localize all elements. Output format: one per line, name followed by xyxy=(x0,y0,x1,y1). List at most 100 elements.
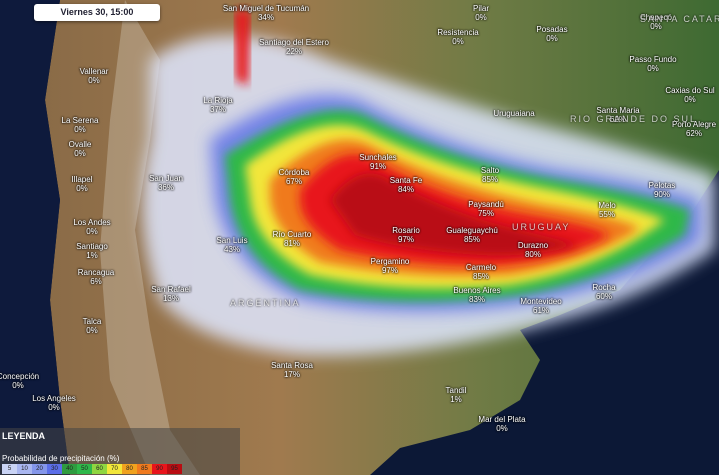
city-probability: 0% xyxy=(76,184,88,193)
city-name: Montevideo xyxy=(520,297,562,306)
city-name: San Rafael xyxy=(151,285,191,294)
legend-title: LEYENDA xyxy=(2,431,46,441)
city-probability: 0% xyxy=(12,381,24,390)
region-label: ARGENTINA xyxy=(230,298,301,308)
city-name: San Juan xyxy=(149,174,183,183)
city-label: Buenos Aires 83% xyxy=(453,286,500,304)
city-probability: 0% xyxy=(475,13,487,22)
city-label: Mar del Plata 0% xyxy=(478,415,525,433)
city-probability: 85% xyxy=(472,272,490,281)
city-name: Chapecó xyxy=(639,13,673,22)
city-name: Los Angeles xyxy=(32,394,76,403)
city-label: Santa Fe 84% xyxy=(390,176,422,194)
city-label: Santa Rosa 17% xyxy=(271,361,313,379)
legend-step: 5 xyxy=(2,464,17,474)
city-label: Santiago 1% xyxy=(76,242,108,260)
city-name: Melo xyxy=(598,201,616,210)
city-name: Passo Fundo xyxy=(629,55,677,64)
city-probability: 0% xyxy=(86,326,98,335)
city-name: La Rioja xyxy=(203,96,233,105)
city-name: Buenos Aires xyxy=(453,286,501,295)
city-probability: 62% xyxy=(685,129,702,138)
city-name: Gualeguaychú xyxy=(446,226,498,235)
city-probability: 85% xyxy=(481,175,499,184)
city-probability: 91% xyxy=(369,162,387,171)
city-name: Córdoba xyxy=(278,168,310,177)
city-label: Los Angeles 0% xyxy=(32,394,76,412)
city-probability: 43% xyxy=(223,245,241,254)
city-label: Durazno 80% xyxy=(518,241,548,259)
city-label: San Luis 43% xyxy=(216,236,247,254)
city-name: Durazno xyxy=(517,241,549,250)
city-name: Pelotas xyxy=(648,181,676,190)
city-label: Melo 55% xyxy=(598,201,615,219)
city-probability: 90% xyxy=(653,190,670,199)
datetime-badge[interactable]: Viernes 30, 15:00 xyxy=(34,4,160,21)
legend-step: 95 xyxy=(167,464,182,474)
city-label: Pilar 0% xyxy=(473,4,489,22)
city-probability: 0% xyxy=(650,22,662,31)
city-name: Salto xyxy=(480,166,500,175)
legend-step: 50 xyxy=(77,464,92,474)
city-probability: 0% xyxy=(684,95,696,104)
city-probability: 60% xyxy=(595,292,612,301)
city-probability: 0% xyxy=(647,64,659,73)
city-probability: 0% xyxy=(86,227,98,236)
city-probability: 34% xyxy=(257,13,274,22)
city-name: La Serena xyxy=(61,116,99,125)
legend: LEYENDA Probabilidad de precipitación (%… xyxy=(0,428,240,475)
city-name: Carmelo xyxy=(465,263,497,272)
city-name: Santa Fe xyxy=(389,176,423,185)
region-label: SANTA CATARINA xyxy=(640,14,719,24)
city-probability: 61% xyxy=(532,306,550,315)
city-label: Resistencia 0% xyxy=(437,28,478,46)
city-probability: 36% xyxy=(157,183,174,192)
city-probability: 0% xyxy=(74,125,86,134)
city-name: Los Andes xyxy=(73,218,111,227)
city-probability: 17% xyxy=(283,370,300,379)
city-label: Córdoba 67% xyxy=(279,168,310,186)
city-label: Concepción 0% xyxy=(0,372,39,390)
city-label: Gualeguaychú 85% xyxy=(446,226,498,244)
city-label: Pelotas 90% xyxy=(649,181,676,199)
city-label: Ovalle 0% xyxy=(69,140,92,158)
city-name: Santiago del Estero xyxy=(259,38,329,47)
city-name: Rancagua xyxy=(77,268,115,277)
legend-step: 20 xyxy=(32,464,47,474)
city-label: Santiago del Estero 22% xyxy=(259,38,329,56)
city-name: Ovalle xyxy=(68,140,92,149)
city-label: La Serena 0% xyxy=(62,116,99,134)
city-probability: 85% xyxy=(463,235,480,244)
city-probability: 75% xyxy=(477,209,494,218)
city-label: Pergamino 97% xyxy=(371,257,410,275)
city-label: Passo Fundo 0% xyxy=(629,55,676,73)
pacific xyxy=(0,0,70,475)
legend-step: 85 xyxy=(137,464,152,474)
city-name: Santiago xyxy=(76,242,108,251)
city-probability: 0% xyxy=(546,34,558,43)
city-label: Sunchales 91% xyxy=(359,153,396,171)
city-name: Talca xyxy=(82,317,102,326)
legend-step: 30 xyxy=(47,464,62,474)
city-label: Talca 0% xyxy=(83,317,102,335)
city-label: Rancagua 6% xyxy=(78,268,114,286)
city-label: Caxias do Sul 0% xyxy=(665,86,714,104)
city-name: Concepción xyxy=(0,372,40,381)
city-probability: 62% xyxy=(609,115,627,124)
city-name: Mar del Plata xyxy=(478,415,526,424)
city-name: Rocha xyxy=(592,283,616,292)
city-name: Santa Maria xyxy=(596,106,640,115)
city-label: Salto 85% xyxy=(481,166,499,184)
precipitation xyxy=(142,10,715,356)
city-probability: 80% xyxy=(524,250,541,259)
city-name: Río Cuarto xyxy=(272,230,312,239)
city-probability: 6% xyxy=(90,277,102,286)
city-name: Posadas xyxy=(536,25,568,34)
city-name: Porto Alegre xyxy=(671,120,717,129)
city-name: Paysandú xyxy=(468,200,504,209)
city-probability: 81% xyxy=(283,239,300,248)
city-label: Tandil 1% xyxy=(446,386,467,404)
legend-step: 60 xyxy=(92,464,107,474)
city-label: Chapecó 0% xyxy=(640,13,672,31)
city-name: Santa Rosa xyxy=(271,361,313,370)
